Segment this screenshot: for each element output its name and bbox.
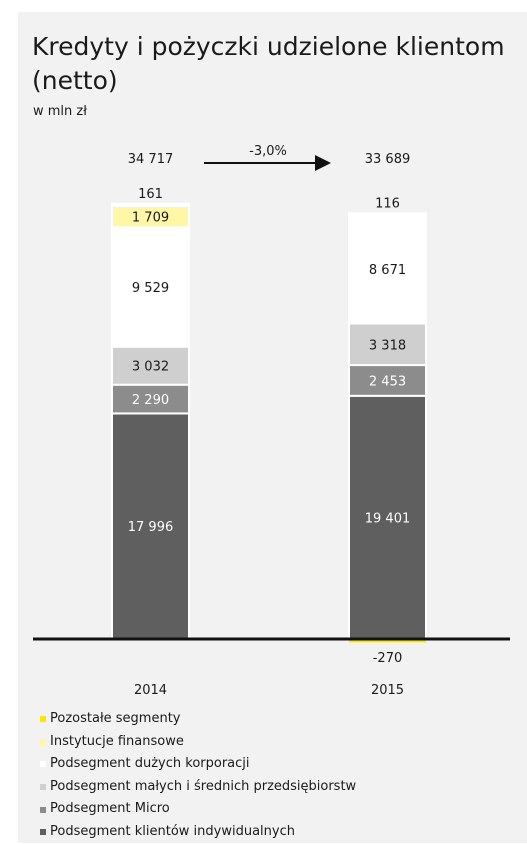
chart-panel: [18, 12, 527, 843]
bar-segment: [111, 412, 190, 640]
bar-segment: [348, 213, 427, 325]
category-label: 2015: [371, 683, 404, 698]
total-label: 33 689: [365, 152, 411, 167]
category-label: 2014: [134, 683, 167, 698]
data-label: 161: [138, 187, 163, 202]
legend-label: Podsegment klientów indywidualnych: [50, 823, 295, 839]
data-label: -270: [373, 651, 403, 666]
chart-title: Kredyty i pożyczki udzielone klientom (n…: [32, 32, 505, 95]
data-label: 2 290: [132, 393, 169, 408]
bar-segment: [111, 226, 190, 348]
bar-segment-negative: [349, 639, 426, 643]
legend-item: Instytucje finansowe: [40, 731, 356, 754]
bar-segment: [111, 202, 190, 207]
data-label: 3 318: [369, 338, 406, 353]
data-label: 2 453: [369, 374, 406, 389]
data-label: 8 671: [369, 263, 406, 278]
chart-legend: Pozostałe segmenty Instytucje finansowe Po…: [40, 708, 356, 844]
bar-segment: [348, 364, 427, 397]
data-label: 9 529: [132, 281, 169, 296]
legend-item: Podsegment dużych korporacji: [40, 753, 356, 776]
legend-item: Pozostałe segmenty: [40, 708, 356, 731]
legend-label: Pozostałe segmenty: [50, 711, 181, 726]
legend-swatch: [40, 829, 46, 836]
chart-subtitle: w mln zł: [33, 104, 87, 119]
bar-segment: [348, 322, 427, 367]
change-label: -3,0%: [249, 144, 287, 159]
legend-swatch: [40, 806, 46, 813]
bar-segment: [348, 394, 427, 640]
bar-segment: [111, 345, 190, 386]
legend-swatch: [40, 761, 46, 768]
data-label: 19 401: [365, 511, 411, 526]
data-label: 3 032: [132, 360, 169, 375]
data-label: 17 996: [128, 520, 174, 535]
legend-swatch: [40, 784, 46, 791]
legend-swatch: [40, 716, 46, 723]
data-label: 116: [375, 196, 400, 211]
legend-label: Instytucje finansowe: [50, 733, 184, 749]
legend-item: Podsegment Micro: [40, 798, 356, 821]
legend-label: Podsegment dużych korporacji: [50, 756, 250, 772]
bar-segment: [111, 383, 190, 415]
bar-segment: [348, 212, 427, 216]
legend-label: Podsegment małych i średnich przedsiębio…: [50, 778, 357, 794]
data-label: 1 709: [132, 211, 169, 226]
legend-item: Podsegment małych i średnich przedsiębio…: [40, 776, 356, 799]
legend-label: Podsegment Micro: [50, 801, 170, 817]
change-arrow-head: [315, 155, 331, 171]
legend-swatch: [40, 738, 46, 745]
legend-item: Podsegment klientów indywidualnych: [40, 821, 356, 844]
total-label: 34 717: [128, 152, 174, 167]
